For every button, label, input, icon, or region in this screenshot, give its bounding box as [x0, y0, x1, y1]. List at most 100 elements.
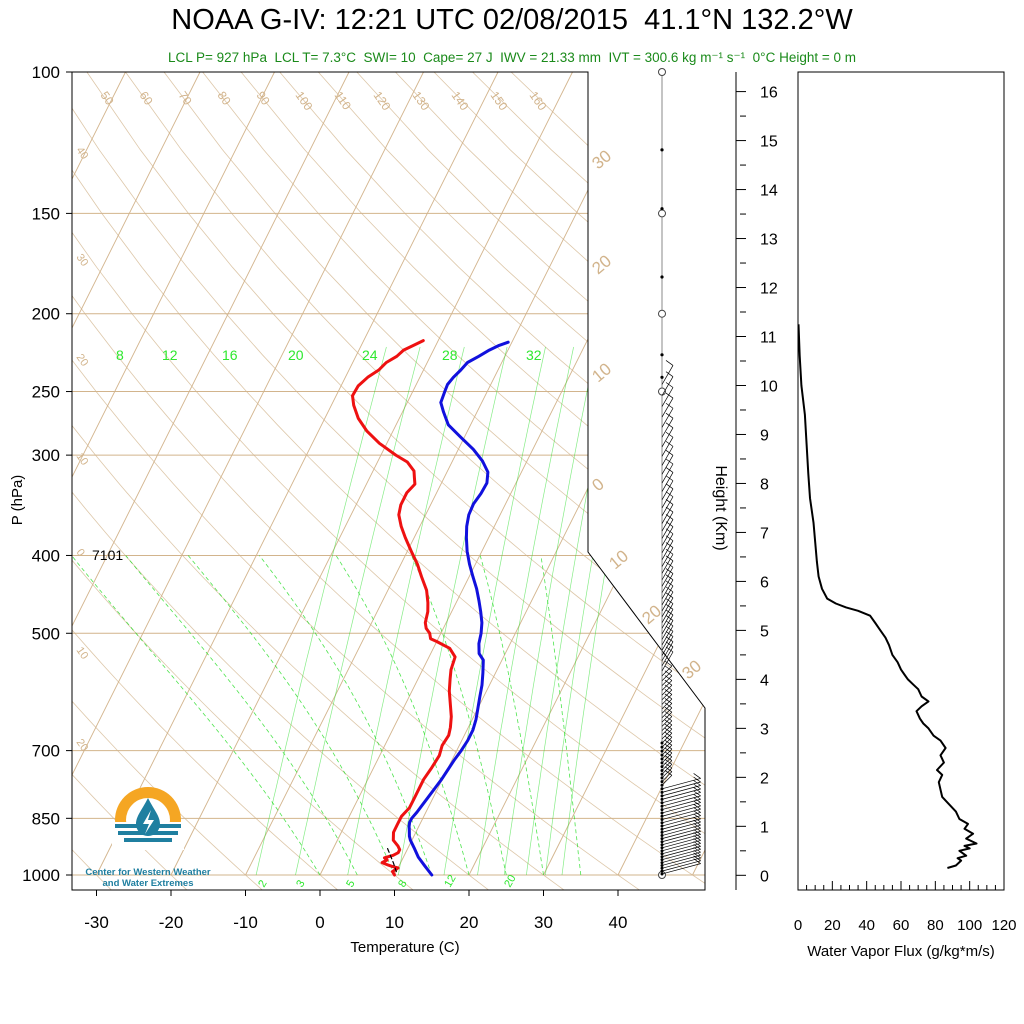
wind-barb: [661, 767, 673, 779]
wind-barb-flag: [665, 620, 674, 627]
wind-barb-flag: [665, 636, 674, 642]
wind-barb-flag: [664, 679, 673, 686]
wind-barb: [661, 641, 674, 661]
mixing-ratio-line: [477, 346, 574, 876]
wind-barb: [661, 437, 674, 457]
wind-barb-flag: [665, 646, 674, 653]
dry-adiabat-line: [86, 72, 705, 890]
wind-barb-flag: [693, 793, 701, 800]
isotherm-line: [543, 72, 705, 876]
isotherm-line: [72, 72, 275, 876]
y-tick-label: 700: [32, 742, 60, 761]
wind-barb-flag: [665, 371, 674, 377]
height-tick-label: 7: [760, 525, 769, 542]
y-tick-label: 150: [32, 204, 60, 223]
wind-barb: [661, 854, 701, 866]
y-tick-label: 100: [32, 63, 60, 82]
height-tick-label: 4: [760, 672, 769, 689]
wind-barb-flag: [665, 458, 674, 465]
dewpoint-line: [407, 340, 510, 877]
wind-barb: [661, 863, 701, 875]
wind-barb: [661, 554, 674, 574]
wind-barb: [661, 504, 674, 524]
isotherm-label-right: 10: [605, 546, 632, 573]
wind-level-dot: [660, 811, 664, 815]
mixing-ratio-label-lower: 5: [344, 878, 357, 889]
mixing-ratio-label-lower: 3: [294, 878, 307, 889]
wind-barb-flag: [693, 776, 701, 783]
calm-wind-marker: [658, 209, 666, 218]
wind-barb-flag: [665, 561, 674, 568]
isotherm-label-top: 120: [371, 89, 394, 114]
station-label: 7101: [92, 547, 123, 563]
height-tick-label: 11: [760, 330, 777, 347]
wind-level-dot: [660, 765, 664, 769]
wind-barb: [661, 408, 674, 428]
wind-barb: [661, 857, 701, 869]
y-tick-label: 250: [32, 383, 60, 402]
isotherm-line: [72, 72, 350, 876]
wind-barb: [661, 480, 674, 500]
x-tick-label: 10: [385, 913, 404, 932]
moist-adiabat-line: [259, 555, 433, 876]
wind-level-dot: [660, 866, 664, 870]
wind-level-dot: [660, 753, 664, 757]
wind-barb-flag: [665, 625, 674, 632]
wind-barb: [661, 620, 674, 640]
mixing-ratio-label: 32: [526, 347, 542, 363]
wind-barb: [661, 651, 674, 672]
wind-barb-flag: [693, 787, 701, 793]
wind-barb: [661, 636, 674, 656]
dry-adiabat-line: [72, 72, 705, 890]
wind-barb: [661, 670, 673, 682]
mixing-ratio-label-lower: 12: [442, 873, 459, 890]
x-axis-label: Temperature (C): [350, 939, 459, 956]
wind-level-dot: [660, 834, 664, 838]
wind-barb: [661, 387, 674, 407]
y-tick-label: 500: [32, 624, 60, 643]
x-tick-label: 0: [315, 913, 324, 932]
wind-level-dot: [660, 827, 664, 831]
wind-level-dot: [660, 818, 664, 822]
wind-barb-flag: [693, 849, 701, 856]
wind-barb-flag: [665, 574, 674, 581]
isotherm-line: [767, 72, 1024, 875]
wind-barb: [661, 597, 674, 618]
moist-adiabat-line: [540, 555, 582, 876]
moist-adiabat-line: [187, 555, 395, 876]
mixing-ratio-label: 24: [362, 347, 378, 363]
wind-level-dot: [660, 846, 664, 850]
isotherm-label-left: 20: [74, 737, 91, 754]
wind-level-dot: [660, 830, 664, 834]
wind-barb: [661, 771, 673, 782]
wind-barb-flag: [693, 819, 701, 826]
wind-barb: [661, 785, 701, 797]
height-axis-label: Height (Km): [712, 465, 729, 550]
dry-adiabat-line: [240, 72, 705, 890]
wind-barb-flag: [664, 759, 673, 765]
wind-barb-flag: [665, 382, 674, 388]
isotherm-line: [617, 72, 705, 876]
wind-barb: [661, 736, 673, 748]
wind-barb-flag: [665, 609, 674, 616]
dry-adiabat-line: [125, 72, 705, 890]
dry-adiabat-line: [72, 72, 567, 890]
parcel-line: [387, 847, 397, 873]
wind-barb-flag: [693, 797, 701, 803]
wind-barb-flag: [693, 803, 701, 810]
wind-barb-flag: [693, 832, 701, 838]
wind-level-dot: [660, 849, 664, 853]
wind-level-dot: [660, 797, 664, 801]
height-tick-label: 1: [760, 819, 769, 836]
isotherm-line: [170, 72, 573, 876]
wind-barb: [661, 781, 701, 793]
height-tick-label: 8: [760, 476, 769, 493]
wind-level-dot: [660, 858, 664, 862]
mixing-ratio-line: [347, 346, 465, 876]
wind-barb: [661, 760, 673, 771]
isotherm-line: [96, 72, 499, 876]
mixing-ratio-line: [255, 346, 387, 876]
wind-barb-flag: [693, 816, 701, 823]
wind-level-dot: [660, 837, 664, 841]
